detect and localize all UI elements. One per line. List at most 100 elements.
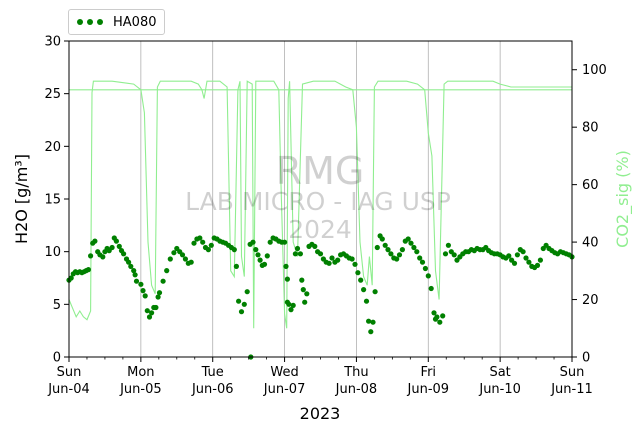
ha080-point bbox=[506, 253, 512, 259]
ha080-point bbox=[144, 308, 150, 314]
ha080-point bbox=[182, 256, 188, 262]
ha080-point bbox=[188, 259, 194, 265]
ha080-point bbox=[394, 256, 400, 262]
ha080-point bbox=[317, 251, 324, 257]
ha080-point bbox=[191, 240, 197, 246]
ha080-point bbox=[197, 235, 203, 241]
ha080-point bbox=[304, 291, 310, 297]
ha080-point bbox=[200, 239, 206, 245]
ha080-point bbox=[156, 290, 163, 296]
ha080-point bbox=[140, 288, 146, 294]
y-right-tick-label: 80 bbox=[582, 121, 599, 136]
ha080-point bbox=[302, 299, 308, 305]
ha080-point bbox=[370, 319, 376, 325]
ha080-point bbox=[128, 263, 134, 269]
ha080-point bbox=[138, 281, 144, 287]
ha080-point bbox=[358, 277, 364, 283]
ha080-point bbox=[113, 238, 119, 244]
ha080-point bbox=[238, 309, 245, 315]
y-axis-right: 0 20 40 60 80 100 bbox=[572, 63, 607, 366]
ha080-point bbox=[153, 304, 159, 311]
legend-label: HA080 bbox=[113, 14, 157, 30]
ha080-point bbox=[355, 270, 361, 276]
ha080-point bbox=[514, 252, 521, 258]
watermark-line-3: 2024 bbox=[288, 215, 352, 244]
legend-marker-icon bbox=[77, 19, 103, 25]
x-tick-label-date: Jun-04 bbox=[47, 382, 90, 397]
ha080-point bbox=[374, 244, 380, 251]
ha080-point bbox=[299, 277, 305, 283]
x-axis: Sun Jun-04 Mon Jun-05 Tue Jun-06 Wed Jun-07 Thu J… bbox=[47, 357, 593, 397]
ha080-point bbox=[160, 278, 166, 284]
ha080-point bbox=[100, 254, 106, 260]
x-tick-label-date: Jun-09 bbox=[407, 382, 450, 397]
ha080-point bbox=[164, 268, 170, 274]
ha080-point bbox=[133, 278, 140, 284]
ha080-point bbox=[284, 299, 290, 305]
ha080-point bbox=[312, 243, 318, 249]
x-tick-label-day: Sun bbox=[560, 365, 585, 380]
ha080-point bbox=[149, 310, 155, 316]
x-tick-label-date: Jun-11 bbox=[550, 382, 593, 397]
ha080-point bbox=[382, 242, 388, 248]
ha080-point bbox=[88, 253, 94, 259]
ha080-point bbox=[419, 259, 426, 265]
ha080-point bbox=[179, 252, 186, 258]
ha080-point bbox=[440, 313, 446, 319]
ha080-point bbox=[68, 275, 74, 281]
ha080-point bbox=[284, 276, 290, 282]
ha080-point bbox=[428, 285, 434, 292]
ha080-point bbox=[417, 255, 423, 261]
ha080-point bbox=[388, 251, 394, 257]
ha080-point bbox=[282, 239, 288, 245]
ha080-point bbox=[431, 310, 437, 316]
ha080-point bbox=[116, 243, 122, 249]
ha080-point bbox=[267, 239, 273, 245]
ha080-point bbox=[385, 247, 391, 253]
ha080-point bbox=[283, 263, 289, 269]
ha080-point bbox=[411, 244, 417, 251]
watermark: RMG LAB MICRO - IAG USP 2024 bbox=[185, 149, 451, 244]
ha080-point bbox=[292, 251, 298, 257]
ha080-point bbox=[142, 293, 148, 299]
y-left-tick-label: 25 bbox=[44, 87, 61, 102]
ha080-point bbox=[241, 301, 247, 307]
ha080-point bbox=[326, 260, 332, 266]
ha080-point bbox=[126, 259, 132, 265]
ha080-point bbox=[442, 251, 449, 257]
x-axis-title: 2023 bbox=[300, 404, 341, 423]
ha080-point bbox=[253, 247, 259, 253]
y-left-tick-label: 30 bbox=[44, 35, 61, 50]
x-tick-label-day: Fri bbox=[421, 365, 437, 380]
ha080-point bbox=[155, 294, 161, 300]
y-right-tick-label: 60 bbox=[582, 178, 599, 193]
watermark-line-1: RMG bbox=[276, 149, 365, 193]
ha080-point bbox=[372, 289, 378, 295]
ha080-point bbox=[205, 247, 211, 253]
ha080-point bbox=[335, 257, 341, 263]
ha080-point bbox=[132, 272, 138, 278]
ha080-point bbox=[451, 252, 457, 258]
y-right-tick-label: 40 bbox=[582, 236, 599, 251]
ha080-point bbox=[437, 319, 443, 325]
ha080-point bbox=[297, 251, 303, 257]
ha080-point bbox=[523, 255, 529, 261]
x-tick-label-day: Sun bbox=[57, 365, 82, 380]
ha080-point bbox=[231, 247, 237, 253]
co2-sig-line bbox=[68, 80, 572, 329]
ha080-point bbox=[233, 263, 239, 269]
ha080-point bbox=[250, 239, 256, 245]
x-tick-label-date: Jun-10 bbox=[478, 382, 521, 397]
x-tick-label-day: Wed bbox=[270, 365, 298, 380]
ha080-point bbox=[349, 256, 355, 262]
y-left-tick-label: 0 bbox=[53, 351, 61, 366]
ha080-point bbox=[422, 265, 428, 272]
ha080-point bbox=[352, 261, 358, 267]
x-tick-label-date: Jun-06 bbox=[191, 382, 234, 397]
ha080-point bbox=[109, 244, 115, 251]
y-right-tick-label: 0 bbox=[582, 351, 590, 366]
ha080-point bbox=[366, 318, 372, 324]
ha080-point bbox=[379, 236, 385, 242]
y-right-tick-label: 20 bbox=[582, 293, 599, 308]
ha080-point bbox=[425, 273, 431, 279]
